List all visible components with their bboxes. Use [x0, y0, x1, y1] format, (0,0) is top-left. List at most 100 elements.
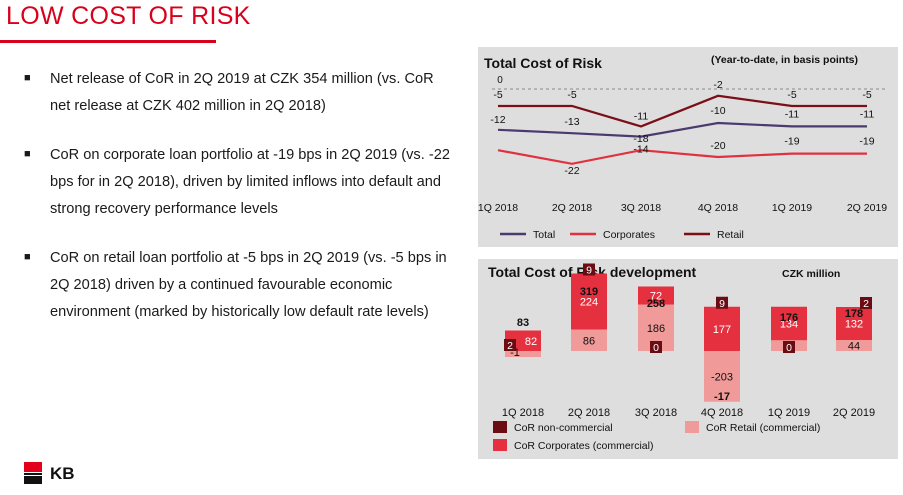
legend-label: CoR Retail (commercial)	[706, 422, 820, 434]
data-label: 2	[507, 340, 513, 352]
data-label: 177	[713, 324, 731, 336]
x-tick-label: 4Q 2018	[698, 202, 738, 214]
data-label: -5	[493, 89, 502, 101]
x-tick-label: 2Q 2018	[552, 202, 592, 214]
x-tick-label: 2Q 2019	[833, 407, 875, 419]
data-label: 9	[719, 298, 725, 310]
data-label: 72	[650, 291, 662, 303]
data-label: -11	[634, 110, 649, 122]
bar-segment-corporates	[704, 306, 740, 351]
bar-segment-retail	[505, 351, 541, 357]
series-line-retail	[498, 94, 867, 128]
bar-segment-corporates	[771, 306, 807, 341]
data-label: 86	[583, 335, 595, 347]
bar-chart: -1 82 2 83 1Q 2018 86 224 9 319 2Q 2018 186 72 0 258 3…	[493, 263, 875, 452]
x-tick-label: 1Q 2019	[772, 202, 812, 214]
data-label: -13	[564, 116, 579, 128]
zero-label: 0	[497, 75, 503, 86]
bullet-marker-icon: ■	[24, 251, 31, 263]
data-label: -19	[859, 136, 874, 148]
series-line-total	[497, 121, 867, 138]
legend-swatch	[493, 421, 507, 433]
x-tick-label: 2Q 2018	[568, 407, 610, 419]
bar-segment-noncommercial	[504, 339, 516, 351]
bullet-item: ■ Net release of CoR in 2Q 2019 at CZK 35…	[24, 66, 454, 120]
page-title: LOW COST OF RISK	[6, 2, 251, 30]
x-tick-label: 1Q 2018	[502, 407, 544, 419]
line-chart: 0 -12 -13 -14 -10 -11 -11 -22 -18 -20 -19 -19 -5 -5 -1…	[478, 75, 887, 241]
total-label: 319	[580, 286, 598, 298]
data-label: 2	[863, 298, 869, 310]
data-label: 82	[525, 336, 537, 348]
bar-segment-noncommercial	[716, 296, 728, 309]
bullet-item: ■ CoR on retail loan portfolio at -5 bps …	[24, 245, 454, 326]
total-label: 176	[780, 312, 798, 324]
data-label: -1	[510, 347, 520, 359]
bar-segment-noncommercial	[860, 297, 872, 309]
data-label: 186	[647, 323, 665, 335]
data-label: 132	[845, 319, 863, 331]
bar-segment-noncommercial	[650, 341, 662, 353]
data-label: -10	[710, 105, 725, 117]
bar-segment-noncommercial	[583, 263, 595, 276]
kb-logo-icon	[24, 462, 42, 484]
x-tick-label: 1Q 2019	[768, 407, 810, 419]
x-tick-label: 3Q 2018	[635, 407, 677, 419]
kb-logo-text: KB	[50, 464, 75, 483]
bar-chart-subtitle: CZK million	[782, 268, 841, 280]
line-chart-title: Total Cost of Risk	[484, 55, 602, 71]
bullet-text: Net release of CoR in 2Q 2019 at CZK 354…	[50, 71, 434, 114]
data-label: -18	[633, 133, 648, 145]
bar-segment-retail	[836, 340, 872, 351]
legend-label: CoR Corporates (commercial)	[514, 440, 653, 452]
x-tick-label: 1Q 2018	[478, 202, 518, 214]
x-tick-label: 3Q 2018	[621, 202, 661, 214]
total-label: -17	[714, 391, 730, 403]
x-tick-label: 2Q 2019	[847, 202, 887, 214]
data-label: -11	[785, 108, 800, 120]
bar-segment-retail	[571, 329, 607, 351]
legend-label: CoR non-commercial	[514, 422, 613, 434]
data-label: -5	[787, 89, 796, 101]
data-label: 9	[586, 265, 592, 277]
data-label: -12	[490, 114, 505, 126]
title-underline	[0, 40, 216, 43]
bar-segment-noncommercial	[783, 341, 795, 353]
bullet-text: CoR on corporate loan portfolio at -19 b…	[50, 147, 450, 217]
bar-segment-retail	[704, 351, 740, 402]
data-label: -14	[633, 144, 648, 156]
legend-label: Retail	[717, 229, 744, 241]
legend-label: Corporates	[603, 229, 655, 241]
data-label: 134	[780, 319, 798, 331]
line-chart-subtitle: (Year-to-date, in basis points)	[711, 54, 859, 66]
data-label: -5	[862, 89, 871, 101]
x-tick-label: 4Q 2018	[701, 407, 743, 419]
data-label: -22	[564, 165, 579, 177]
legend-swatch	[685, 421, 699, 433]
total-label: 83	[517, 317, 529, 329]
bullet-text: CoR on retail loan portfolio at -5 bps i…	[50, 250, 447, 320]
data-label: -5	[567, 89, 576, 101]
data-label: 0	[653, 342, 659, 354]
data-label: 224	[580, 297, 598, 309]
bullet-marker-icon: ■	[24, 148, 31, 160]
legend-label: Total	[533, 229, 555, 241]
data-label: 44	[848, 341, 860, 353]
cost-of-risk-development-panel: Total Cost of Risk development CZK milli…	[478, 259, 898, 459]
bar-segment-corporates	[836, 307, 872, 340]
bullet-marker-icon: ■	[24, 72, 31, 84]
total-label: 178	[845, 308, 863, 320]
series-line-corporates	[497, 149, 867, 165]
data-label: 0	[786, 342, 792, 354]
bullet-item: ■ CoR on corporate loan portfolio at -19 …	[24, 142, 454, 223]
legend-swatch	[493, 439, 507, 451]
data-label: -11	[860, 108, 875, 120]
data-label: -2	[713, 79, 722, 91]
data-label: -20	[710, 140, 725, 152]
total-cost-of-risk-panel: Total Cost of Risk (Year-to-date, in bas…	[478, 47, 898, 247]
total-label: 258	[647, 298, 665, 310]
bar-segment-corporates	[571, 273, 607, 330]
bullet-list: ■ Net release of CoR in 2Q 2019 at CZK 35…	[24, 66, 454, 326]
data-label: -19	[784, 136, 799, 148]
data-label: -203	[711, 371, 733, 383]
